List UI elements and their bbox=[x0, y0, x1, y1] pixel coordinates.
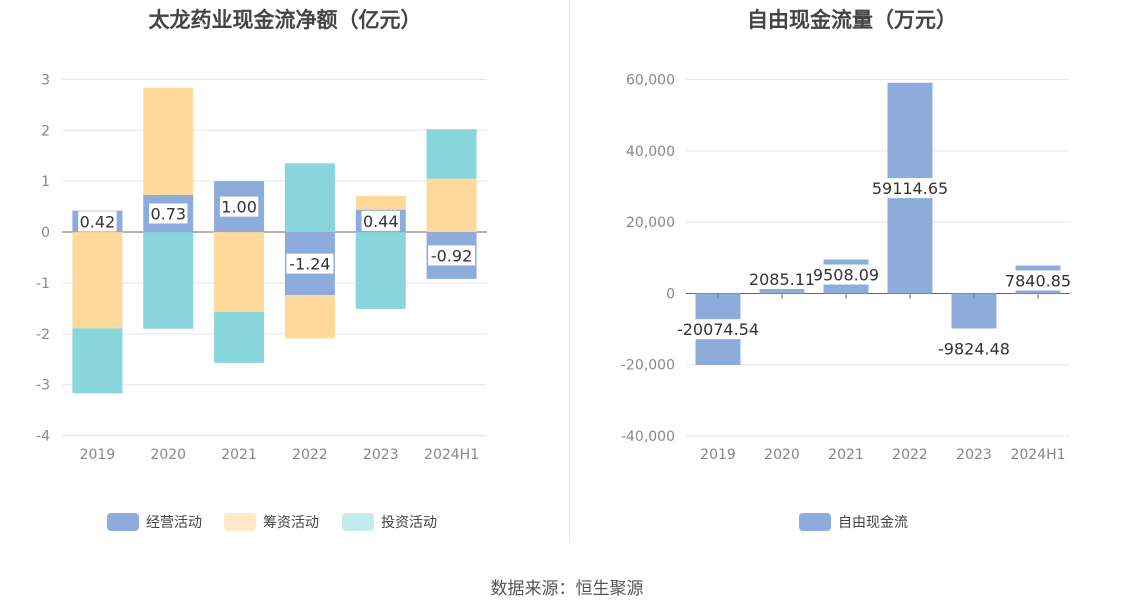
x-tick-label: 2024H1 bbox=[424, 447, 479, 463]
panel-divider bbox=[569, 0, 570, 542]
bar-投资活动-2020 bbox=[143, 232, 194, 329]
bar-筹资活动-2022 bbox=[284, 295, 335, 339]
y-tick-label: -2 bbox=[36, 327, 50, 343]
cash-flow-chart: 3 2 1 0 -1 -2 -3 -4 2019 2020 2021 2022 2023 2024H1 0.… bbox=[36, 72, 487, 531]
x-tick-label: 2024H1 bbox=[1010, 447, 1065, 463]
data-label: 2085.11 bbox=[749, 270, 815, 289]
data-label: 1.00 bbox=[221, 198, 257, 217]
bar-2023 bbox=[951, 293, 997, 329]
y-tick-label: 20,000 bbox=[626, 215, 675, 231]
legend-label: 投资活动 bbox=[381, 515, 437, 531]
data-label-bg bbox=[219, 196, 259, 217]
legend-label: 筹资活动 bbox=[263, 514, 319, 531]
data-source-note: 数据来源：恒生聚源 bbox=[490, 579, 644, 599]
legend-swatch bbox=[107, 513, 139, 531]
data-label-bg bbox=[813, 264, 879, 285]
x-tick-label: 2019 bbox=[700, 447, 736, 463]
free-cash-flow-chart: 60,000 40,000 20,000 0 -20,000 -40,000 2019 202… bbox=[621, 73, 1071, 531]
x-tick-label: 2023 bbox=[363, 447, 399, 463]
data-label-bg bbox=[937, 338, 1011, 359]
data-label: -0.92 bbox=[431, 246, 472, 265]
data-label: 9508.09 bbox=[813, 266, 879, 285]
data-label-bg bbox=[873, 178, 947, 199]
y-tick-label: 40,000 bbox=[626, 144, 675, 160]
y-tick-label: -4 bbox=[36, 429, 50, 445]
legend-swatch bbox=[342, 513, 374, 531]
free-cash-flow-chart-title: 自由现金流量（万元） bbox=[747, 8, 957, 32]
free-cash-flow-chart-panel: 自由现金流量（万元） 60,000 40,000 20,000 0 -20,000 -40… bbox=[570, 0, 1134, 550]
bar-筹资活动-2024H1 bbox=[426, 178, 477, 233]
y-tick-label: 60,000 bbox=[626, 73, 675, 89]
y-tick-label: 1 bbox=[41, 174, 50, 190]
y-tick-label: -3 bbox=[36, 378, 50, 394]
y-tick-label: -1 bbox=[36, 276, 50, 292]
data-label: 0.44 bbox=[363, 212, 399, 231]
bar-投资活动-2022 bbox=[284, 163, 335, 233]
x-tick-label: 2021 bbox=[828, 447, 864, 463]
cash-flow-chart-title: 太龙药业现金流净额（亿元） bbox=[148, 8, 422, 32]
legend-label: 经营活动 bbox=[146, 515, 202, 531]
y-tick-label: 2 bbox=[41, 123, 50, 139]
x-tick-label: 2021 bbox=[221, 447, 257, 463]
cash-flow-chart-panel: 太龙药业现金流净额（亿元） 3 2 1 0 -1 -2 -3 -4 2019 2020 2021 20… bbox=[0, 0, 570, 550]
data-label-bg bbox=[78, 211, 117, 232]
data-label: 0.42 bbox=[80, 212, 116, 231]
bar-筹资活动-2023 bbox=[355, 195, 406, 210]
legend-swatch bbox=[224, 513, 256, 531]
x-tick-label: 2019 bbox=[80, 447, 116, 463]
legend-swatch bbox=[799, 513, 831, 531]
data-label-bg bbox=[286, 253, 334, 274]
x-tick-label: 2020 bbox=[150, 447, 186, 463]
data-label-bg bbox=[149, 203, 188, 224]
legend-label: 自由现金流 bbox=[838, 515, 908, 531]
y-tick-label: -20,000 bbox=[621, 358, 675, 374]
data-label-bg bbox=[361, 210, 400, 231]
data-label: -20074.54 bbox=[677, 320, 759, 339]
bar-筹资活动-2019 bbox=[72, 232, 123, 329]
y-tick-label: 0 bbox=[41, 225, 50, 241]
bar-投资活动-2021 bbox=[214, 311, 265, 363]
data-label-bg bbox=[677, 319, 759, 340]
x-tick-label: 2022 bbox=[292, 447, 328, 463]
bar-2020 bbox=[759, 286, 805, 294]
y-tick-label: 3 bbox=[41, 72, 50, 88]
bar-筹资活动-2020 bbox=[143, 87, 194, 195]
x-tick-label: 2023 bbox=[956, 447, 992, 463]
bar-投资活动-2023 bbox=[355, 232, 406, 309]
bar-筹资活动-2021 bbox=[214, 232, 265, 312]
x-tick-label: 2022 bbox=[892, 447, 928, 463]
data-label: 7840.85 bbox=[1005, 271, 1071, 290]
data-label-bg bbox=[1005, 270, 1071, 291]
data-label-bg bbox=[749, 269, 815, 290]
data-label: 0.73 bbox=[150, 204, 186, 223]
bar-投资活动-2024H1 bbox=[426, 129, 477, 179]
bar-投资活动-2019 bbox=[72, 328, 123, 394]
data-label: -9824.48 bbox=[938, 339, 1010, 358]
data-label: 59114.65 bbox=[872, 179, 948, 198]
x-tick-label: 2020 bbox=[764, 447, 800, 463]
y-tick-label: 0 bbox=[666, 286, 675, 302]
y-tick-label: -40,000 bbox=[621, 429, 675, 445]
data-label: -1.24 bbox=[289, 255, 330, 274]
data-label-bg bbox=[428, 245, 476, 266]
